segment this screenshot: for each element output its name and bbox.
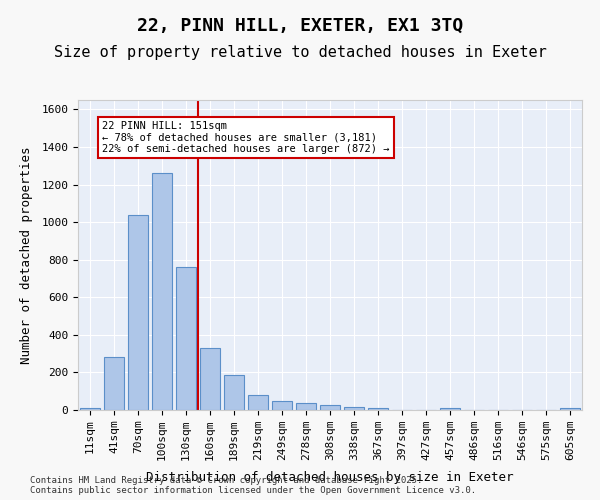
- Bar: [128, 214, 148, 410]
- X-axis label: Distribution of detached houses by size in Exeter: Distribution of detached houses by size …: [146, 472, 514, 484]
- Bar: [272, 400, 292, 410]
- Bar: [224, 375, 244, 410]
- Bar: [440, 408, 460, 410]
- Bar: [152, 174, 172, 410]
- Bar: [320, 406, 340, 410]
- Bar: [344, 407, 364, 410]
- Bar: [200, 348, 220, 410]
- Text: 22 PINN HILL: 151sqm
← 78% of detached houses are smaller (3,181)
22% of semi-de: 22 PINN HILL: 151sqm ← 78% of detached h…: [102, 120, 389, 154]
- Bar: [560, 408, 580, 410]
- Text: Size of property relative to detached houses in Exeter: Size of property relative to detached ho…: [53, 45, 547, 60]
- Text: 22, PINN HILL, EXETER, EX1 3TQ: 22, PINN HILL, EXETER, EX1 3TQ: [137, 17, 463, 35]
- Bar: [368, 408, 388, 410]
- Y-axis label: Number of detached properties: Number of detached properties: [20, 146, 33, 364]
- Bar: [104, 358, 124, 410]
- Bar: [248, 395, 268, 410]
- Bar: [296, 404, 316, 410]
- Bar: [80, 408, 100, 410]
- Text: Contains HM Land Registry data © Crown copyright and database right 2025.
Contai: Contains HM Land Registry data © Crown c…: [30, 476, 476, 495]
- Bar: [176, 267, 196, 410]
